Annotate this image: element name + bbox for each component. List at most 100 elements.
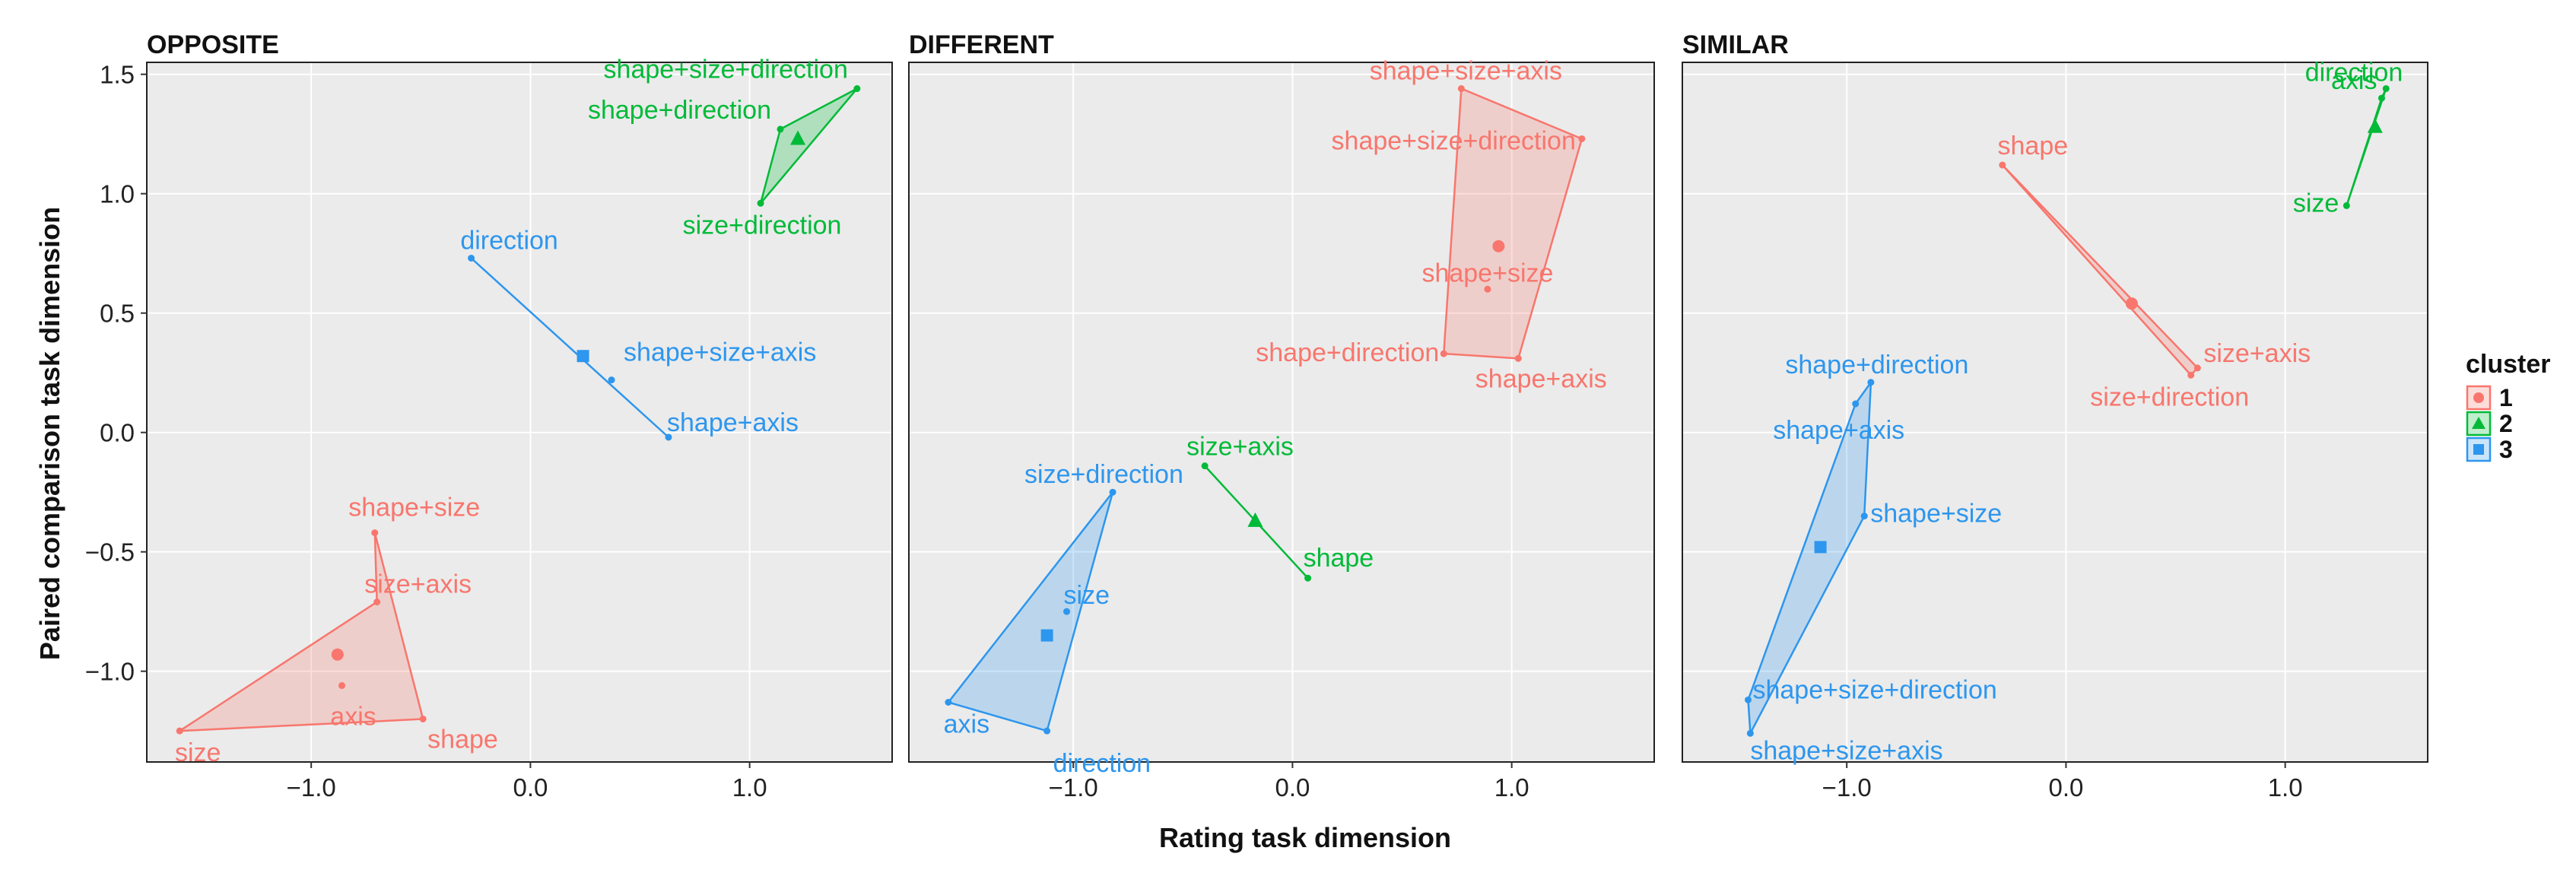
data-point <box>1867 379 1875 386</box>
cluster-centroid <box>331 648 344 661</box>
x-tick-label: −1.0 <box>287 773 336 802</box>
cluster-3-group: size+direction direction axis size <box>944 460 1183 778</box>
data-point-label: size+axis <box>364 570 472 599</box>
data-point <box>1999 161 2006 169</box>
data-point-label: shape+direction <box>1256 338 1439 367</box>
panel-opposite: OPPOSITE −1.0 0.0 1.0 −1.0 −0.5 0.0 0.5 1.0 1.5 sh… <box>85 30 893 802</box>
data-point-label: shape+axis <box>1475 364 1607 393</box>
y-tick-label: 0.0 <box>100 419 135 447</box>
x-tick-label: 1.0 <box>732 773 767 802</box>
cluster-hull <box>2346 87 2387 207</box>
y-tick-label: 0.5 <box>100 300 135 328</box>
cluster-centroid <box>2367 118 2383 133</box>
data-point <box>176 727 183 735</box>
x-tick-label: 1.0 <box>2268 773 2303 802</box>
panel-similar: SIMILAR −1.0 0.0 1.0 shape size+axis size+dire… <box>1682 30 2428 802</box>
data-point-label: shape <box>1304 544 1374 573</box>
data-point-label: shape <box>427 725 498 754</box>
data-point-label: direction <box>2305 59 2403 87</box>
data-point <box>1578 135 1586 142</box>
cluster-3-group: direction shape+axis shape+size+axis <box>460 226 816 441</box>
x-tick-label: 0.0 <box>513 773 548 802</box>
cluster-centroid <box>577 350 589 363</box>
data-point-label: size+direction <box>683 211 842 240</box>
y-tick-label: 1.5 <box>100 61 135 89</box>
panel-background <box>909 62 1654 762</box>
panel-border <box>908 62 1655 763</box>
data-point-label: shape+size <box>348 494 480 522</box>
data-point-label: shape+size <box>1870 500 2002 529</box>
cluster-centroid <box>1247 512 1263 527</box>
panel-different: DIFFERENT −1.0 0.0 1.0 shape+size+axis shape+… <box>908 30 1655 802</box>
data-point <box>1043 727 1051 735</box>
cluster-hull <box>2001 163 2199 376</box>
data-point-label: direction <box>460 226 558 255</box>
data-point <box>338 682 346 690</box>
data-point <box>1746 729 1754 737</box>
data-point-label: size+axis <box>1186 433 1294 462</box>
legend-label: 3 <box>2499 436 2513 463</box>
data-point <box>2377 94 2385 102</box>
data-point-label: shape+size+direction <box>604 56 848 84</box>
data-point <box>1852 400 1860 408</box>
data-point <box>1514 354 1522 362</box>
data-point-label: shape+size <box>1421 259 1553 287</box>
y-tick-label: −1.0 <box>85 658 135 686</box>
data-point <box>945 699 952 706</box>
cluster-1-group: shape+size shape size size+axis axis <box>175 494 498 768</box>
data-point-label: size <box>175 738 221 767</box>
data-point <box>1109 488 1116 496</box>
x-tick-label: −1.0 <box>1822 773 1872 802</box>
data-point <box>2343 202 2350 209</box>
data-point <box>1440 350 1447 357</box>
x-tick-label: −1.0 <box>1049 773 1098 802</box>
legend-label: 1 <box>2499 384 2513 411</box>
data-point <box>1063 608 1071 615</box>
data-point <box>1744 696 1752 703</box>
legend-entry-2: 2 <box>2466 410 2513 437</box>
data-point-label: shape+size+axis <box>1750 736 1942 765</box>
data-point-label: shape+direction <box>588 96 771 125</box>
cluster-hull <box>1747 381 1872 735</box>
panel-border <box>1682 62 2428 763</box>
cluster-hull <box>759 87 859 205</box>
legend-symbol <box>2473 444 2484 455</box>
data-point <box>777 125 784 133</box>
data-point-label: shape+size+axis <box>1370 57 1562 86</box>
legend-symbol <box>2472 417 2485 429</box>
data-point-label: shape+axis <box>667 408 799 437</box>
data-point <box>1860 513 1868 520</box>
data-point <box>373 598 381 606</box>
x-tick-label: 1.0 <box>1494 773 1529 802</box>
data-point-label: direction <box>1053 749 1151 778</box>
data-point <box>371 529 379 537</box>
legend: cluster 123 <box>2466 350 2551 463</box>
x-tick-label: 0.0 <box>2048 773 2083 802</box>
data-point-label: shape <box>1998 132 2069 160</box>
panel-border <box>146 62 893 763</box>
legend-entry-1: 1 <box>2466 384 2513 411</box>
legend-label: 2 <box>2499 410 2513 437</box>
x-tick-label: 0.0 <box>1275 773 1310 802</box>
data-point-label: axis <box>330 703 376 732</box>
y-tick-label: −0.5 <box>85 538 135 567</box>
data-point <box>2382 85 2390 93</box>
data-point-label: shape+axis <box>1773 416 1904 445</box>
data-point-label: axis <box>944 710 989 739</box>
panel-title: OPPOSITE <box>147 30 279 59</box>
panel-title: DIFFERENT <box>909 30 1054 59</box>
data-point <box>419 715 427 722</box>
data-point <box>757 199 764 207</box>
data-point <box>1304 574 1312 582</box>
y-tick-label: 1.0 <box>100 180 135 208</box>
legend-entry-3: 3 <box>2466 436 2513 463</box>
data-point <box>2193 364 2201 372</box>
data-point <box>468 254 475 262</box>
cluster-1-group: shape size+axis size+direction <box>1998 132 2311 411</box>
panel-background <box>1682 62 2428 762</box>
data-point-label: shape+size+axis <box>624 338 816 367</box>
cluster-3-group: shape+direction shape+size shape+size+axis… <box>1744 351 2002 765</box>
x-axis-title: Rating task dimension <box>1159 822 1451 853</box>
